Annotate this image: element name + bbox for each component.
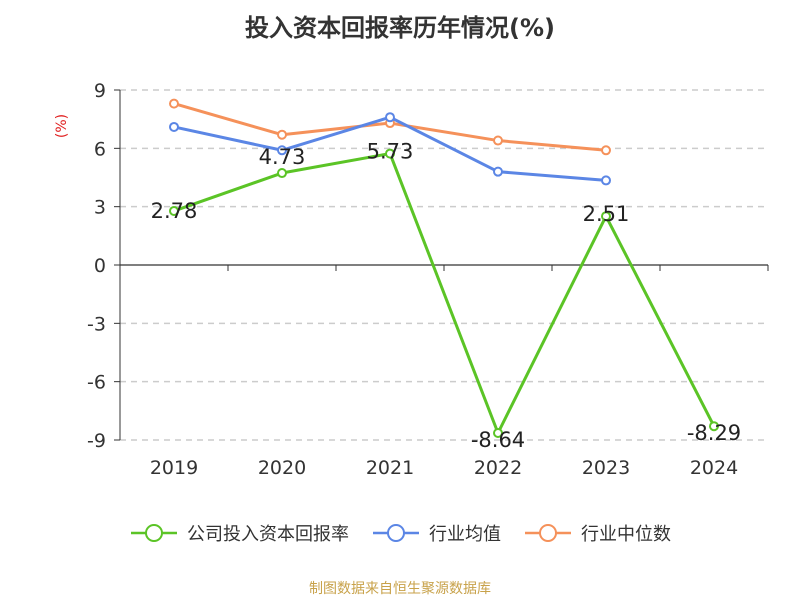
data-labels: 2.78 4.73 5.73 -8.64 2.51 -8.29 — [151, 140, 742, 452]
data-point — [493, 166, 503, 177]
data-point — [277, 145, 287, 156]
chart-title: 投入资本回报率历年情况(%) — [245, 14, 555, 42]
source-note: 制图数据来自恒生聚源数据库 — [309, 581, 491, 597]
data-point — [385, 112, 395, 123]
data-point — [601, 175, 611, 186]
legend-swatch-icon — [131, 524, 177, 542]
data-point — [277, 168, 287, 179]
legend-swatch-icon — [525, 524, 571, 542]
y-axis-label: (%) — [54, 114, 70, 138]
x-tick-label: 2024 — [690, 457, 738, 479]
data-point — [709, 421, 719, 432]
y-tick-label: 3 — [94, 197, 106, 219]
data-point — [169, 121, 179, 132]
series-lines — [169, 98, 719, 438]
data-label: 2.51 — [583, 202, 630, 226]
y-tick-label: -3 — [87, 313, 106, 335]
data-label: -8.64 — [471, 428, 525, 452]
x-tick-label: 2022 — [474, 457, 522, 479]
data-label: 4.73 — [259, 145, 306, 169]
legend: 公司投入资本回报率 行业均值 行业中位数 — [0, 520, 800, 546]
y-tick-label: 6 — [94, 138, 106, 160]
x-tick-label: 2019 — [150, 457, 198, 479]
data-label: 5.73 — [367, 140, 414, 164]
y-tick-label: -9 — [87, 430, 106, 452]
legend-label: 行业均值 — [429, 524, 501, 545]
legend-item[interactable]: 公司投入资本回报率 — [129, 520, 349, 546]
x-tick-label: 2023 — [582, 457, 630, 479]
data-point — [277, 129, 287, 140]
y-tick-label: 9 — [94, 80, 106, 102]
data-label: 2.78 — [151, 199, 198, 223]
data-point — [493, 428, 503, 438]
data-point — [601, 211, 611, 222]
x-tick-label: 2020 — [258, 457, 306, 479]
legend-item[interactable]: 行业中位数 — [523, 520, 671, 546]
data-label: -8.29 — [687, 421, 741, 445]
x-tick-label: 2021 — [366, 457, 414, 479]
series-line — [173, 152, 716, 435]
y-tick-label: -6 — [87, 372, 106, 394]
axes: 9 6 3 0 -3 -6 -9 2019 2020 2021 2022 2023 2024 (%) — [54, 80, 769, 479]
legend-label: 行业中位数 — [581, 524, 671, 545]
legend-label: 公司投入资本回报率 — [187, 524, 349, 545]
data-point — [169, 205, 179, 216]
data-point — [601, 145, 611, 156]
y-tick-label: 0 — [94, 255, 106, 277]
data-point — [169, 98, 179, 109]
legend-item[interactable]: 行业均值 — [371, 520, 501, 546]
data-point — [385, 148, 395, 159]
data-point — [493, 135, 503, 146]
legend-swatch-icon — [373, 524, 419, 542]
